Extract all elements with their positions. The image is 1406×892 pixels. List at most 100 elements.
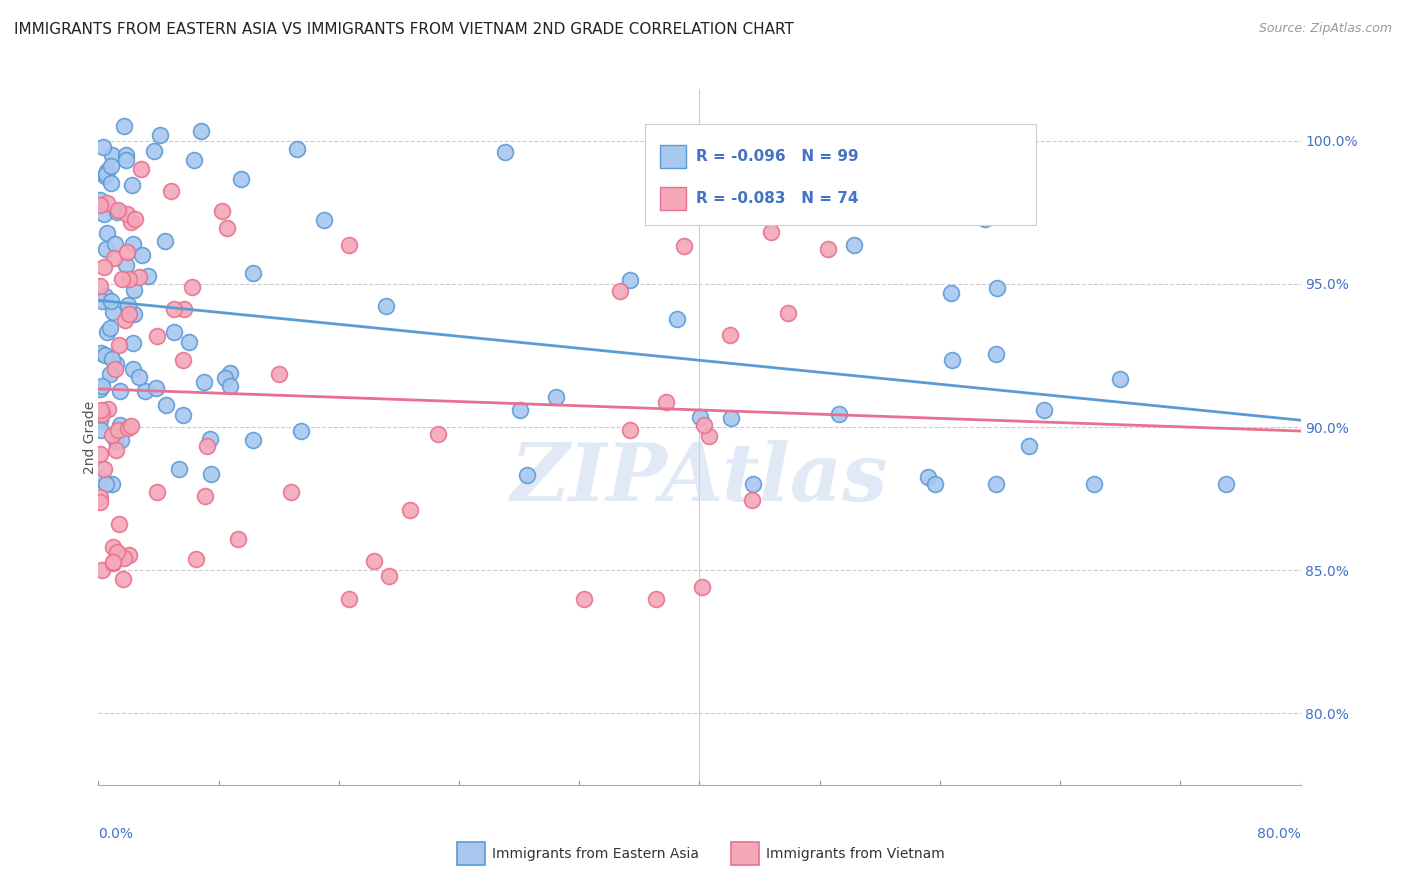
Point [120,419,142,434]
Point [90,423,112,437]
Point [214,371,236,385]
Point [363,554,385,568]
Point [105,434,128,449]
Point [89,495,111,509]
Point [619,423,641,437]
Point [96,226,118,240]
Point [666,312,689,326]
Point [120,215,142,229]
Point [228,533,250,547]
Point [337,591,360,606]
FancyBboxPatch shape [659,186,686,210]
Point [136,268,159,283]
Point [184,552,207,566]
Point [91,140,114,154]
Point [917,470,939,484]
Point [90,402,112,417]
Point [97,402,120,417]
FancyBboxPatch shape [659,145,686,168]
Point [129,162,152,177]
Point [100,293,122,308]
Point [655,394,678,409]
Point [108,517,131,532]
Point [93,462,115,476]
Point [89,490,111,504]
Point [200,467,222,481]
Point [1215,477,1237,491]
Point [89,383,111,397]
Point [107,202,129,217]
Point [494,145,516,160]
Point [111,573,134,587]
Point [817,242,839,256]
Point [100,160,122,174]
Point [1109,371,1132,385]
Point [100,428,122,442]
Point [118,307,141,321]
Point [516,468,538,483]
Point [984,346,1007,360]
Point [122,283,145,297]
Point [115,207,138,221]
Point [1018,439,1040,453]
Text: 0.0%: 0.0% [98,827,134,841]
Point [103,251,125,265]
Point [134,384,156,398]
Point [107,423,129,437]
Point [103,556,125,570]
Point [90,379,112,393]
Point [776,306,799,320]
Point [718,328,741,343]
Point [105,205,128,219]
Point [122,307,145,321]
Point [720,411,742,425]
Point [198,432,221,446]
Point [112,551,135,566]
Point [145,484,167,499]
Point [101,147,124,161]
Point [1083,477,1105,491]
Point [96,325,118,339]
Point [195,439,218,453]
Point [426,426,449,441]
Point [101,351,124,366]
Point [131,248,153,262]
Text: IMMIGRANTS FROM EASTERN ASIA VS IMMIGRANTS FROM VIETNAM 2ND GRADE CORRELATION CH: IMMIGRANTS FROM EASTERN ASIA VS IMMIGRAN… [14,22,794,37]
Point [89,193,111,207]
Point [190,123,212,137]
Point [91,563,114,577]
Point [180,279,202,293]
Point [104,442,127,457]
Point [155,398,177,412]
Point [103,305,125,319]
Point [111,272,134,286]
Point [337,238,360,252]
Point [163,301,186,316]
Point [100,176,122,190]
Point [89,447,111,461]
Point [89,278,111,293]
Point [924,477,946,491]
Point [619,273,641,287]
Point [118,272,141,286]
Text: ZIPAtlas: ZIPAtlas [510,440,889,517]
Point [193,375,215,389]
Point [94,169,117,184]
Point [93,260,115,275]
Point [177,334,200,349]
Point [118,549,141,563]
Point [128,369,150,384]
Point [91,293,114,308]
Point [128,269,150,284]
Point [374,300,396,314]
Point [121,336,143,351]
Point [280,485,302,500]
Point [94,289,117,303]
Point [172,353,194,368]
Y-axis label: 2nd Grade: 2nd Grade [83,401,97,474]
Point [98,367,121,381]
Point [741,492,763,507]
Point [172,408,194,422]
Point [160,184,183,198]
Point [842,238,865,252]
